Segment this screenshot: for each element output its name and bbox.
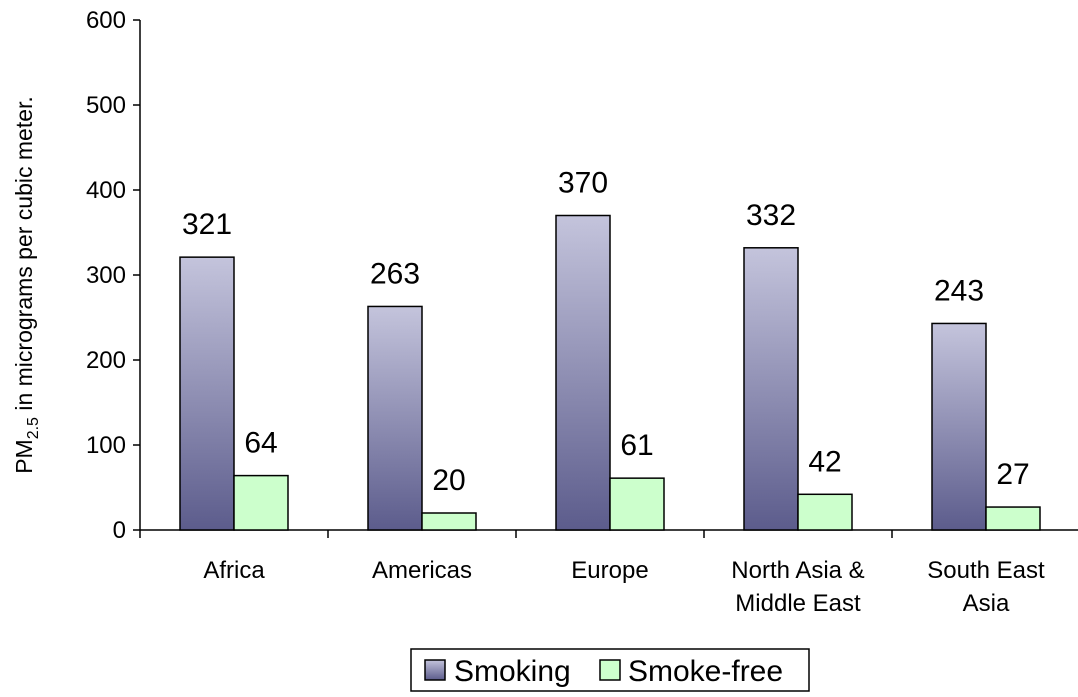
x-tick-label: South East Asia	[927, 557, 1045, 617]
data-label: 370	[558, 167, 608, 200]
bar-smoke-free	[985, 506, 1041, 531]
bar-smoking	[931, 322, 987, 531]
legend-label: Smoke-free	[628, 655, 783, 688]
y-tick-label: 400	[86, 177, 126, 204]
data-label: 42	[808, 445, 841, 478]
bar-smoke-free	[609, 477, 665, 531]
y-tick-label: 300	[86, 262, 126, 289]
x-tick-label: Europe	[571, 557, 648, 584]
y-tick-label: 200	[86, 347, 126, 374]
y-tick-label: 0	[113, 517, 126, 544]
legend-label: Smoking	[454, 655, 571, 688]
bar-smoke-free	[421, 512, 477, 531]
bar-smoking	[179, 256, 235, 531]
x-tick-label: Africa	[203, 557, 265, 584]
legend-swatch	[424, 659, 446, 681]
bar-smoke-free	[797, 493, 853, 531]
bar-smoking	[367, 305, 423, 531]
data-label: 27	[996, 458, 1029, 491]
x-tick-label: North Asia & Middle East	[731, 557, 864, 617]
bars	[179, 214, 1041, 531]
data-label: 20	[432, 464, 465, 497]
data-label: 263	[370, 257, 420, 290]
axes: 0 100 200 300 400 500 600 Africa Americas Europe N…	[86, 7, 1078, 617]
data-label: 64	[244, 427, 277, 460]
data-label: 332	[746, 199, 796, 232]
data-label: 243	[934, 274, 984, 307]
bar-smoking	[555, 214, 611, 531]
legend: Smoking Smoke-free	[410, 648, 810, 692]
y-tick-label: 500	[86, 92, 126, 119]
y-axis-label: PM2.5 in micrograms per cubic meter.	[11, 96, 42, 474]
bar-smoke-free	[233, 474, 289, 531]
data-label: 321	[182, 208, 232, 241]
x-tick-label: Americas	[372, 557, 472, 584]
legend-swatch	[599, 659, 621, 681]
y-tick-label: 100	[86, 432, 126, 459]
y-tick-label: 600	[86, 7, 126, 34]
data-labels: 321 263 370 332 243 64 20 61 42 27	[182, 167, 1030, 498]
bar-smoking	[743, 247, 799, 531]
data-label: 61	[620, 429, 653, 462]
